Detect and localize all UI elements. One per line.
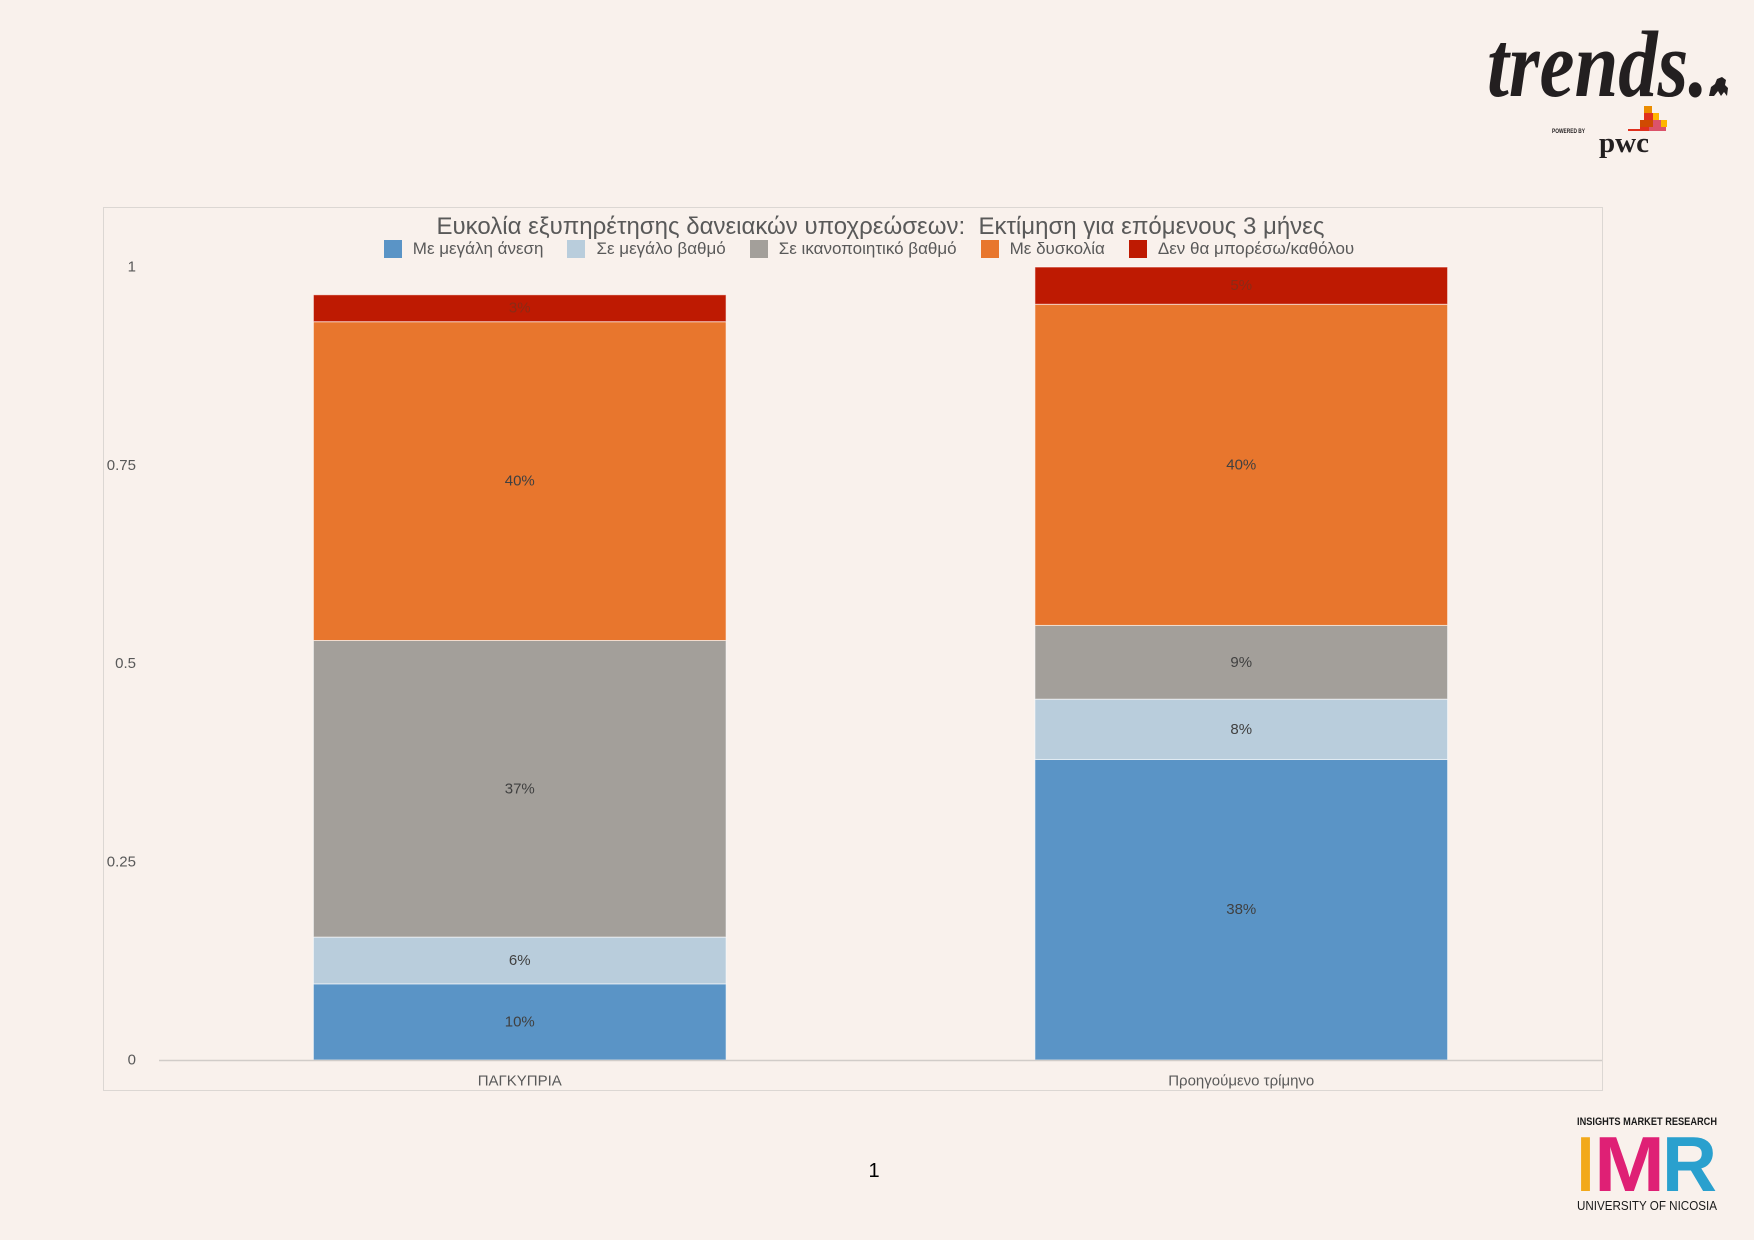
pwc-logo-block xyxy=(1640,120,1653,127)
legend-label: Δεν θα μπορέσω/καθόλου xyxy=(1157,239,1355,258)
imr-letter-i: I xyxy=(1577,1120,1594,1208)
pwc-wordmark: pwc xyxy=(1599,128,1649,159)
data-label: 5% xyxy=(1230,277,1252,294)
bar-segment xyxy=(312,321,727,642)
pwc-logo-block xyxy=(1653,113,1659,120)
y-tick-label: 0 xyxy=(128,1052,136,1069)
y-tick-label: 0.75 xyxy=(107,457,136,474)
lion-icon xyxy=(1709,77,1728,96)
legend-swatch xyxy=(383,240,402,258)
chart-frame: 0 0.25 0.5 0.75 1 10% 6% 37% 40% 3% ΠΑΓΚΥΠΡΙΑ 38% 8%… xyxy=(103,207,1603,1091)
page-number: 1 xyxy=(868,1160,880,1182)
data-label: 9% xyxy=(1230,654,1252,671)
y-tick-label: 1 xyxy=(128,259,136,276)
pwc-logo-line xyxy=(1628,129,1641,131)
legend-swatch xyxy=(1128,240,1147,258)
data-label: 38% xyxy=(1226,901,1256,918)
legend-item: Δεν θα μπορέσω/καθόλου xyxy=(1128,239,1355,259)
pwc-logo-block xyxy=(1661,120,1667,127)
y-tick-label: 0.25 xyxy=(107,853,136,870)
imr-letter-r: R xyxy=(1662,1120,1717,1208)
trends-wordmark: trends. xyxy=(1487,13,1708,117)
data-label: 3% xyxy=(509,300,531,317)
pwc-logo-mark xyxy=(1628,106,1667,131)
data-label: 37% xyxy=(505,780,535,797)
bar-segment xyxy=(312,294,727,323)
bar-segment xyxy=(1034,758,1449,1061)
bar-segment xyxy=(312,640,727,938)
legend-label: Σε ικανοποιητικό βαθμό xyxy=(778,239,957,258)
y-tick-label: 0.5 xyxy=(115,655,136,672)
bar-segment xyxy=(1034,303,1449,626)
legend-item: Σε ικανοποιητικό βαθμό xyxy=(749,239,957,259)
data-label: 40% xyxy=(505,473,535,490)
legend-label: Με μεγάλη άνεση xyxy=(412,239,544,258)
data-label: 40% xyxy=(1226,456,1256,473)
data-label: 10% xyxy=(505,1013,535,1030)
imr-letter-m: M xyxy=(1594,1120,1665,1208)
legend-swatch xyxy=(567,240,586,258)
chart-legend: Με μεγάλη άνεση Σε μεγάλο βαθμό Σε ικανο… xyxy=(134,239,1604,259)
bar-segment xyxy=(312,983,727,1061)
powered-by-label: POWERED BY xyxy=(1552,128,1585,135)
legend-item: Με μεγάλη άνεση xyxy=(383,239,544,259)
legend-item: Σε μεγάλο βαθμό xyxy=(567,239,726,259)
trends-logo: trends. POWERED BY pwc xyxy=(1487,13,1728,159)
legend-item: Με δυσκολία xyxy=(980,239,1105,259)
legend-label: Με δυσκολία xyxy=(1009,239,1105,258)
data-label: 8% xyxy=(1230,721,1252,738)
bar-segment xyxy=(1034,624,1449,700)
pwc-logo-block xyxy=(1644,106,1652,113)
bar-segment xyxy=(1034,698,1449,760)
legend-label: Σε μεγάλο βαθμό xyxy=(596,239,726,258)
legend-swatch xyxy=(749,240,768,258)
plot-area: 0 0.25 0.5 0.75 1 10% 6% 37% 40% 3% ΠΑΓΚΥΠΡΙΑ 38% 8%… xyxy=(107,259,1602,1090)
imr-logo: INSIGHTS MARKET RESEARCH I M R UNIVERSIT… xyxy=(1577,1116,1717,1213)
imr-subline: UNIVERSITY OF NICOSIA xyxy=(1577,1198,1717,1213)
legend-swatch xyxy=(980,240,999,258)
pwc-logo-block xyxy=(1649,127,1666,131)
x-tick-label: ΠΑΓΚΥΠΡΙΑ xyxy=(478,1073,562,1090)
chart-title: Ευκολία εξυπηρέτησης δανειακών υποχρεώσε… xyxy=(436,213,1325,240)
imr-tagline: INSIGHTS MARKET RESEARCH xyxy=(1577,1116,1717,1128)
pwc-logo-block xyxy=(1644,113,1653,120)
pwc-logo-block xyxy=(1653,120,1661,127)
pwc-logo-block xyxy=(1640,127,1649,131)
x-tick-label: Προηγούμενο τρίμηνο xyxy=(1168,1073,1314,1090)
bar-segment xyxy=(1034,266,1449,305)
data-label: 6% xyxy=(509,952,531,969)
